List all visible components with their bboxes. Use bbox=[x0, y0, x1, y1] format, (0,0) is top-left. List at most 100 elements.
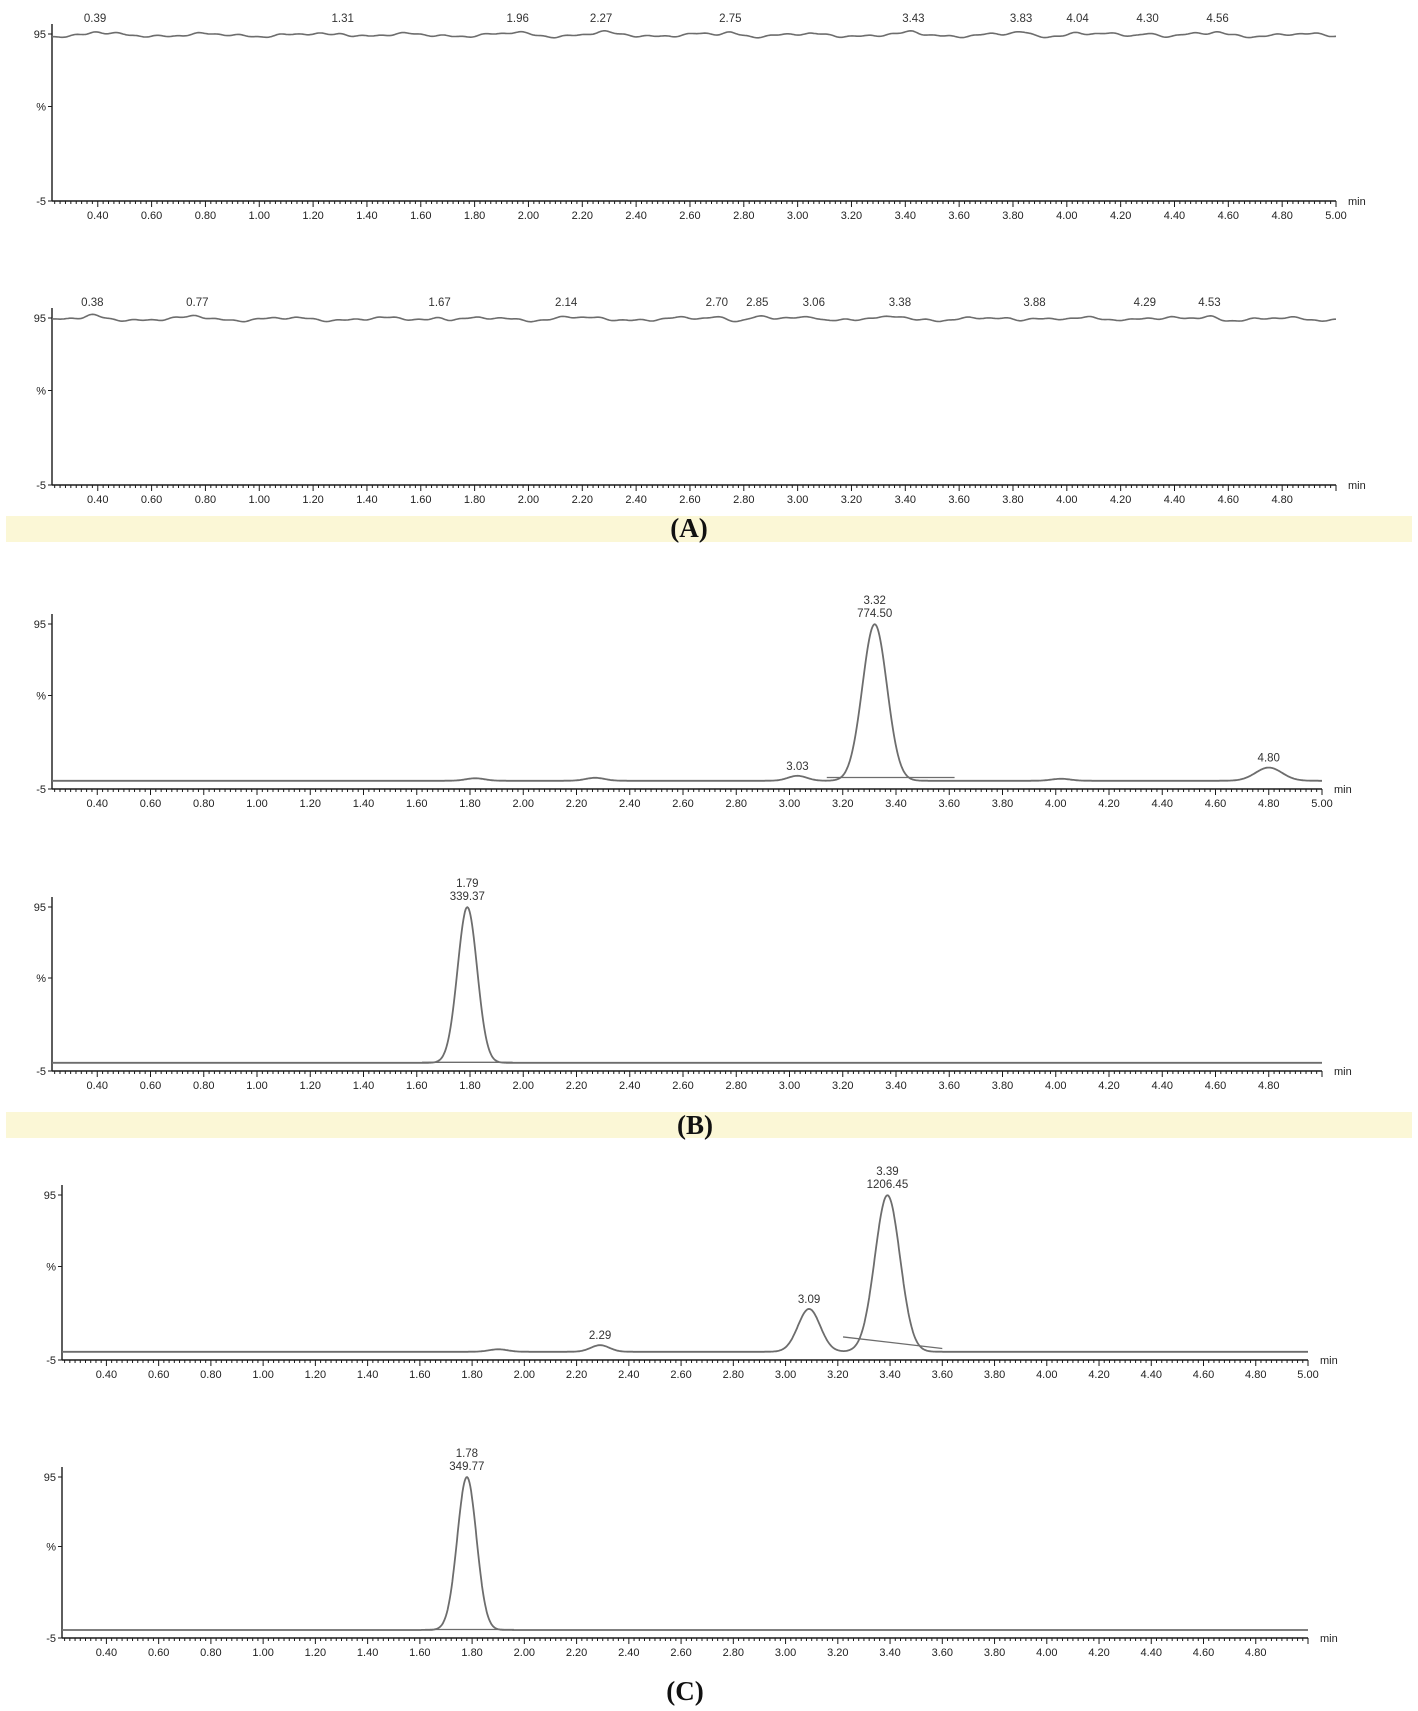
x-tick-label: 3.40 bbox=[879, 1369, 900, 1381]
y-tick-label: -5 bbox=[46, 1633, 56, 1645]
x-tick-label: 1.40 bbox=[357, 1647, 378, 1659]
x-tick-label: 4.60 bbox=[1205, 798, 1226, 810]
x-tick-label: 4.80 bbox=[1271, 494, 1292, 506]
y-tick-label: 95 bbox=[34, 902, 46, 914]
x-tick-label: 3.00 bbox=[787, 494, 808, 506]
x-tick-label: 0.40 bbox=[96, 1647, 117, 1659]
peak-retention-label: 2.85 bbox=[746, 297, 768, 309]
x-tick-label: 2.80 bbox=[733, 494, 754, 506]
x-tick-label: 2.80 bbox=[723, 1647, 744, 1659]
x-unit-label: min bbox=[1334, 784, 1352, 796]
y-tick-label: 95 bbox=[34, 313, 46, 325]
x-tick-label: 1.00 bbox=[246, 798, 267, 810]
y-tick-label: -5 bbox=[46, 1355, 56, 1367]
x-tick-label: 2.00 bbox=[518, 494, 539, 506]
peak-retention-label: 2.70 bbox=[706, 297, 728, 309]
chromatogram-trace bbox=[52, 313, 1336, 323]
x-tick-label: 4.00 bbox=[1036, 1647, 1057, 1659]
y-tick-label: 95 bbox=[34, 29, 46, 41]
x-tick-label: 3.40 bbox=[895, 210, 916, 222]
x-unit-label: min bbox=[1334, 1066, 1352, 1078]
peak-retention-label: 4.29 bbox=[1134, 297, 1156, 309]
peak-retention-label: 2.75 bbox=[719, 13, 741, 25]
x-tick-label: 1.80 bbox=[461, 1369, 482, 1381]
x-tick-label: 1.20 bbox=[305, 1369, 326, 1381]
y-tick-label: % bbox=[46, 1262, 56, 1274]
panel-b-separator-band bbox=[6, 1112, 1412, 1138]
x-tick-label: 3.20 bbox=[841, 210, 862, 222]
peak-area-label: 774.50 bbox=[857, 608, 892, 620]
x-tick-label: 3.60 bbox=[932, 1369, 953, 1381]
peak-retention-label: 3.03 bbox=[786, 761, 808, 773]
peak-retention-label: 3.39 bbox=[876, 1166, 898, 1178]
x-tick-label: 3.60 bbox=[939, 1080, 960, 1092]
y-tick-label: % bbox=[46, 1542, 56, 1554]
x-tick-label: 4.40 bbox=[1152, 1080, 1173, 1092]
x-tick-label: 2.80 bbox=[733, 210, 754, 222]
chromatogram-trace bbox=[52, 29, 1337, 39]
x-tick-label: 4.80 bbox=[1258, 1080, 1279, 1092]
x-tick-label: 1.00 bbox=[249, 210, 270, 222]
x-tick-label: 3.60 bbox=[939, 798, 960, 810]
x-tick-label: 2.60 bbox=[670, 1369, 691, 1381]
x-tick-label: 1.60 bbox=[410, 494, 431, 506]
x-tick-label: 2.40 bbox=[625, 210, 646, 222]
x-tick-label: 0.80 bbox=[193, 798, 214, 810]
x-tick-label: 3.60 bbox=[948, 494, 969, 506]
x-tick-label: 1.60 bbox=[406, 798, 427, 810]
x-tick-label: 1.40 bbox=[353, 1080, 374, 1092]
x-tick-label: 3.60 bbox=[948, 210, 969, 222]
peak-retention-label: 4.56 bbox=[1206, 13, 1228, 25]
x-tick-label: 2.60 bbox=[672, 798, 693, 810]
x-tick-label: 1.80 bbox=[464, 494, 485, 506]
x-tick-label: 4.60 bbox=[1193, 1647, 1214, 1659]
x-tick-label: 2.20 bbox=[572, 210, 593, 222]
x-tick-label: 1.00 bbox=[252, 1369, 273, 1381]
x-tick-label: 1.40 bbox=[353, 798, 374, 810]
y-tick-label: -5 bbox=[36, 1066, 46, 1078]
peak-retention-label: 2.27 bbox=[590, 13, 612, 25]
peak-retention-label: 3.32 bbox=[864, 595, 886, 607]
x-tick-label: 4.80 bbox=[1258, 798, 1279, 810]
x-tick-label: 2.00 bbox=[518, 210, 539, 222]
x-tick-label: 3.00 bbox=[775, 1369, 796, 1381]
x-tick-label: 1.20 bbox=[302, 210, 323, 222]
x-tick-label: 2.20 bbox=[566, 1369, 587, 1381]
chromatogram-5: 95% -5 0.40 0.60 0.80 1.00 1.20 1.40 1.60 1.80 2.0… bbox=[44, 1166, 1338, 1381]
x-tick-label: 2.80 bbox=[726, 1080, 747, 1092]
x-tick-label: 2.40 bbox=[619, 798, 640, 810]
x-tick-label: 2.60 bbox=[679, 210, 700, 222]
x-tick-label: 3.80 bbox=[1002, 494, 1023, 506]
y-tick-label: % bbox=[36, 102, 46, 114]
y-tick-label: -5 bbox=[36, 196, 46, 208]
y-tick-label: 95 bbox=[44, 1190, 56, 1202]
x-tick-label: 4.60 bbox=[1218, 494, 1239, 506]
panel-label-b: (B) bbox=[677, 1110, 713, 1140]
x-tick-label: 2.00 bbox=[514, 1369, 535, 1381]
x-unit-label: min bbox=[1348, 480, 1366, 492]
x-tick-label: 0.80 bbox=[195, 210, 216, 222]
x-tick-label: 4.80 bbox=[1271, 210, 1292, 222]
x-tick-label: 4.40 bbox=[1141, 1647, 1162, 1659]
x-tick-label: 4.20 bbox=[1098, 798, 1119, 810]
x-tick-label: 3.00 bbox=[779, 798, 800, 810]
x-tick-label: 3.40 bbox=[879, 1647, 900, 1659]
x-tick-label: 3.20 bbox=[841, 494, 862, 506]
x-tick-label: 4.20 bbox=[1110, 494, 1131, 506]
chromatogram-3: 95% -5 0.40 0.60 0.80 1.00 1.20 1.40 1.60 1.80 2.0… bbox=[34, 595, 1352, 810]
peak-retention-label: 4.80 bbox=[1258, 753, 1280, 765]
chromatogram-6: 95% -5 0.40 0.60 0.80 1.00 1.20 1.40 1.60 1.80 2.0… bbox=[44, 1448, 1338, 1659]
x-tick-label: 2.60 bbox=[679, 494, 700, 506]
peak-retention-label: 1.79 bbox=[456, 878, 478, 890]
peak-retention-label: 1.78 bbox=[456, 1448, 478, 1460]
x-tick-label: 1.80 bbox=[459, 1080, 480, 1092]
peak-area-label: 349.77 bbox=[449, 1461, 484, 1473]
peak-retention-label: 3.83 bbox=[1010, 13, 1032, 25]
x-tick-label: 4.40 bbox=[1164, 210, 1185, 222]
x-tick-label: 1.00 bbox=[252, 1647, 273, 1659]
x-tick-label: 0.80 bbox=[193, 1080, 214, 1092]
x-tick-label: 0.60 bbox=[148, 1647, 169, 1659]
chromatogram-trace bbox=[52, 906, 1322, 1064]
x-tick-label: 0.60 bbox=[140, 798, 161, 810]
